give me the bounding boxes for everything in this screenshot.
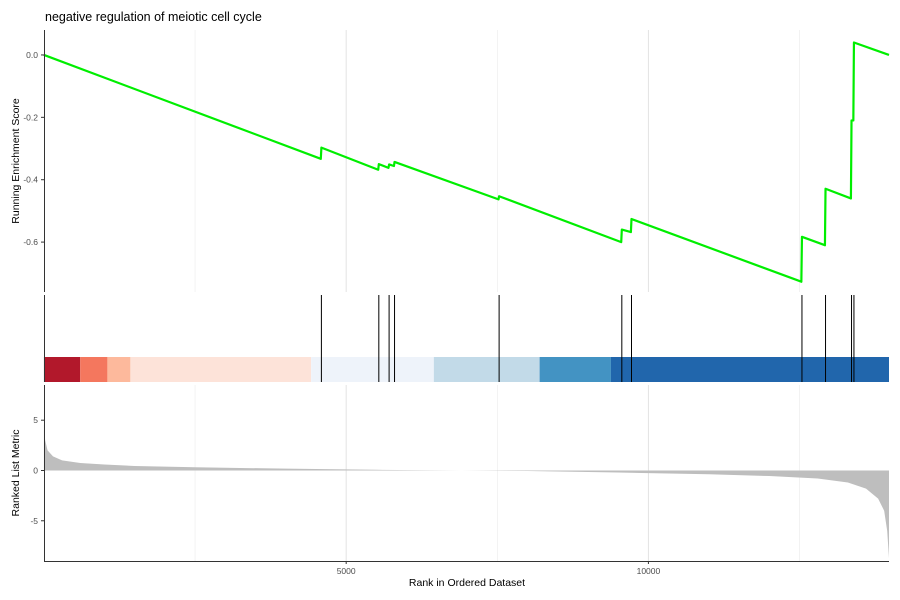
es-panel-gridlines [194,30,800,292]
running-enrichment-score-line [43,41,890,283]
metric-y-ticks: 5 0 -5 [30,415,44,526]
metric-y-tick-label: 5 [33,415,38,425]
es-y-tick-label: 0.0 [26,50,38,60]
rank-color-band [43,357,81,382]
metric-y-tick-label: -5 [30,516,38,526]
es-y-tick-label: -0.6 [23,237,38,247]
x-tick-label: 5000 [337,566,356,576]
rank-color-band [107,357,131,382]
rank-color-band [610,357,889,382]
metric-y-tick-label: 0 [33,465,38,475]
rank-color-band [130,357,312,382]
rank-color-band [539,357,611,382]
metric-y-axis-label: Ranked List Metric [10,430,22,517]
x-axis-ticks: 5000 10000 [337,561,661,576]
chart-title: negative regulation of meiotic cell cycl… [45,10,262,24]
es-y-tick-label: -0.4 [23,175,38,185]
es-y-ticks: 0.0 -0.2 -0.4 -0.6 [23,50,44,247]
gene-hit-lines [320,295,855,382]
rank-color-band [433,357,540,382]
x-axis-label: Rank in Ordered Dataset [409,577,525,589]
rank-color-band [80,357,108,382]
rank-color-band [311,357,434,382]
metric-panel-gridlines [194,385,800,561]
es-y-tick-label: -0.2 [23,112,38,122]
es-y-axis-label: Running Enrichment Score [10,98,22,224]
rank-color-bar [43,357,889,382]
x-tick-label: 10000 [637,566,661,576]
